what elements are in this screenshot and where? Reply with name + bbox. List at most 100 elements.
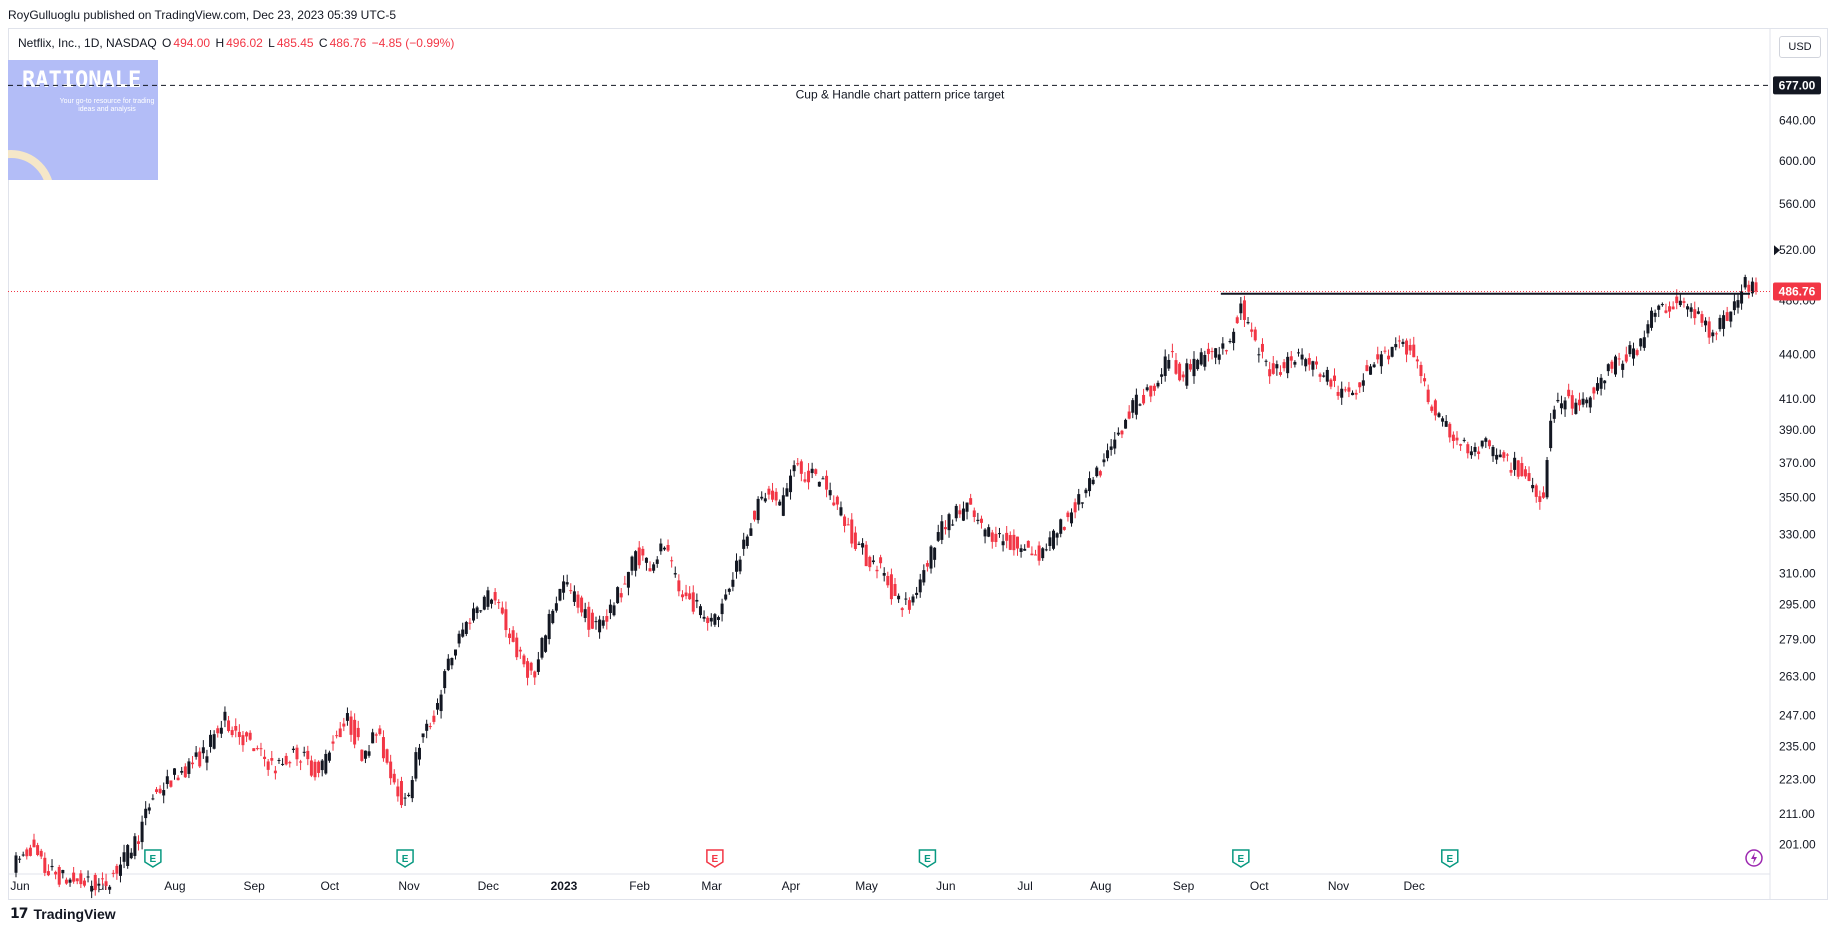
candle-body — [129, 852, 133, 859]
candle-body — [1120, 430, 1124, 435]
candle-body — [994, 533, 998, 543]
flash-bolt — [1751, 852, 1757, 864]
time-tick-label: Dec — [478, 879, 499, 893]
candle-body — [1282, 362, 1286, 369]
candle-body — [1109, 446, 1113, 450]
candle-body — [1678, 300, 1682, 306]
candle-body — [619, 593, 623, 598]
candle-body — [1714, 333, 1718, 335]
publisher-line: RoyGulluoglu published on TradingView.co… — [8, 8, 397, 22]
candle-body — [1495, 454, 1499, 460]
candle-body — [673, 573, 677, 575]
candle-body — [936, 532, 940, 541]
candle-body — [1336, 391, 1340, 396]
candle-body — [194, 752, 198, 757]
candle-body — [1473, 447, 1477, 452]
candle-body — [511, 630, 515, 642]
candle-body — [425, 723, 429, 731]
time-tick-label: Jul — [1017, 879, 1032, 893]
time-tick-label: Aug — [164, 879, 185, 893]
candle-body — [1080, 502, 1084, 504]
candle-body — [331, 741, 335, 744]
candle-body — [976, 519, 980, 522]
candle-body — [807, 470, 811, 483]
time-tick-label: Oct — [320, 879, 339, 893]
candle-body — [641, 548, 645, 556]
candle-body — [785, 488, 789, 497]
candle-body — [1192, 358, 1196, 377]
candle-body — [1070, 512, 1074, 524]
candle-body — [925, 563, 929, 567]
earnings-badge-label: E — [1238, 854, 1245, 865]
candle-body — [1747, 284, 1751, 292]
price-tick-label: 410.00 — [1779, 392, 1816, 406]
candle-body — [136, 841, 140, 844]
candle-body — [1401, 341, 1405, 344]
candle-body — [1668, 306, 1672, 312]
candle-body — [1704, 320, 1708, 326]
candle-body — [522, 655, 526, 665]
candle-body — [886, 576, 890, 586]
candle-body — [1030, 553, 1034, 556]
candle-body — [922, 570, 926, 583]
candle-body — [1095, 467, 1099, 477]
candle-body — [1549, 420, 1553, 449]
candle-body — [1149, 385, 1153, 397]
candle-body — [118, 864, 122, 876]
candle-body — [104, 881, 108, 886]
symbol-name[interactable]: Netflix, Inc., 1D, NASDAQ — [18, 36, 157, 50]
candle-body — [1019, 548, 1023, 552]
candle-body — [572, 591, 576, 602]
candle-body — [900, 608, 904, 611]
candle-body — [421, 733, 425, 738]
candle-body — [1124, 419, 1128, 429]
earnings-badge-label: E — [402, 854, 409, 865]
symbol-legend[interactable]: Netflix, Inc., 1D, NASDAQ O 494.00 H 496.0… — [18, 36, 456, 50]
candle-body — [810, 468, 814, 474]
candle-body — [623, 583, 627, 585]
price-tick-label: 263.00 — [1779, 669, 1816, 683]
candle-body — [230, 730, 234, 736]
candle-body — [1462, 439, 1466, 441]
candle-body — [940, 521, 944, 540]
candle-body — [1098, 471, 1102, 476]
candle-body — [1044, 549, 1048, 551]
candle-body — [997, 533, 1001, 535]
candle-body — [1343, 389, 1347, 391]
currency-button[interactable]: USD — [1779, 36, 1821, 58]
candle-body — [475, 607, 479, 614]
candle-body — [1444, 421, 1448, 427]
candle-body — [1505, 454, 1509, 456]
chart-pane[interactable] — [8, 28, 1828, 900]
last-price-label: 486.76 — [1779, 285, 1816, 299]
tradingview-brand[interactable]: 17 TradingView — [10, 906, 116, 922]
time-axis[interactable]: Jun Jul Aug Sep Oct Nov Dec 2023 Feb Mar Apr May Jun… — [8, 873, 1770, 893]
candle-body — [1419, 364, 1423, 377]
candle-body — [1246, 322, 1250, 324]
candle-body — [1138, 404, 1142, 406]
low-label: L — [268, 36, 275, 50]
earnings-badge-label: E — [150, 854, 157, 865]
earnings-marker-icon: E — [396, 849, 414, 868]
candle-body — [1127, 411, 1131, 419]
candle-body — [392, 773, 396, 783]
candle-body — [450, 658, 454, 666]
candle-body — [356, 727, 360, 738]
candle-body — [882, 573, 886, 576]
candle-body — [1228, 340, 1232, 343]
candle-body — [1358, 382, 1362, 388]
candle-body — [1484, 438, 1488, 442]
candle-body — [32, 839, 36, 848]
candle-body — [612, 605, 616, 616]
candle-body — [1300, 354, 1304, 360]
candle-body — [933, 547, 937, 560]
price-axis[interactable]: 640.00600.00560.00520.00480.00440.00410.… — [1769, 28, 1816, 900]
candle-body — [1632, 348, 1636, 359]
candle-body — [1034, 554, 1038, 556]
candle-body — [50, 865, 54, 868]
earnings-badge-label: E — [924, 854, 931, 865]
candle-body — [608, 604, 612, 614]
candle-body — [1642, 337, 1646, 348]
time-tick-label: Aug — [1090, 879, 1111, 893]
